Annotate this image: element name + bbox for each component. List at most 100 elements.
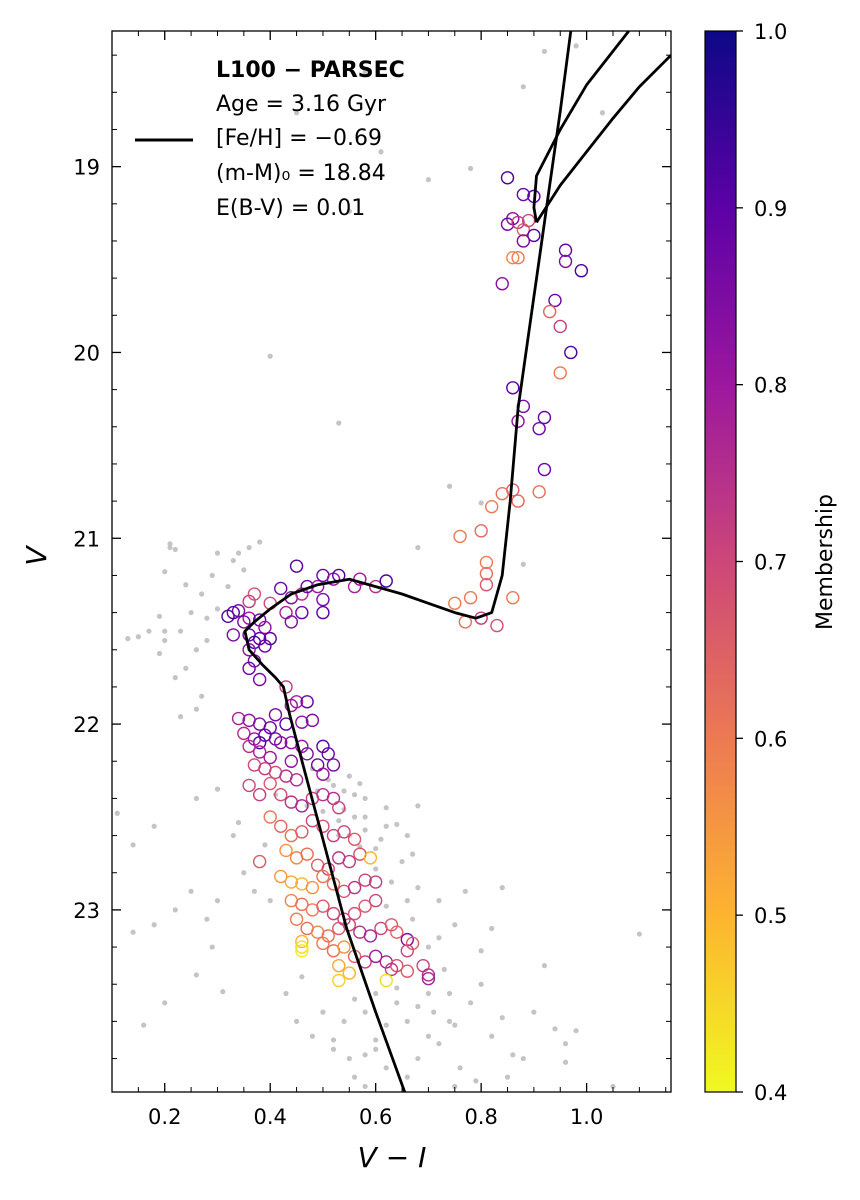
field-star (246, 544, 252, 551)
member-star (268, 708, 283, 722)
field-star (425, 990, 432, 997)
isochrone (243, 31, 671, 1092)
member-star (537, 462, 552, 477)
member-star (316, 592, 330, 607)
field-star (499, 1015, 505, 1021)
member-star (511, 494, 525, 508)
member-star (553, 366, 567, 380)
field-star (573, 1028, 579, 1034)
member-star (384, 962, 399, 977)
field-star (452, 1022, 458, 1028)
field-star (320, 808, 326, 815)
member-star (295, 799, 309, 813)
field-star (362, 69, 368, 75)
member-star (326, 758, 341, 772)
member-star (326, 906, 341, 921)
field-star (383, 903, 389, 909)
field-star (383, 1022, 389, 1028)
member-star (347, 880, 362, 895)
member-star (237, 726, 251, 741)
legend-line-distance: (m-M)₀ = 18.84 (216, 161, 386, 186)
field-star (552, 1026, 558, 1032)
member-star (558, 254, 573, 269)
isochrone-clump-branch (532, 31, 630, 223)
field-star (351, 996, 358, 1002)
member-star (226, 628, 240, 642)
field-star (441, 966, 447, 972)
member-star (511, 250, 525, 265)
field-star (151, 922, 157, 928)
member-star (263, 750, 277, 765)
field-star (489, 925, 495, 932)
field-star (293, 1018, 300, 1024)
field-star (193, 647, 199, 653)
field-star (114, 810, 120, 816)
field-star (520, 84, 526, 90)
isochrone-main-branch (243, 31, 573, 1092)
member-star (564, 345, 578, 360)
field-star (214, 550, 221, 556)
member-star (368, 875, 383, 889)
member-star (479, 555, 494, 570)
field-star (478, 981, 484, 987)
field-star (541, 48, 548, 55)
field-star (283, 990, 289, 997)
field-star (373, 1037, 379, 1043)
field-star (193, 706, 199, 712)
field-star (425, 944, 432, 950)
isochrone-agb-branch (535, 54, 671, 224)
member-star (516, 234, 531, 248)
field-star (341, 788, 347, 794)
member-star (543, 304, 557, 319)
x-tick-label: 0.8 (464, 1105, 497, 1129)
field-star (267, 353, 273, 359)
member-star (274, 735, 288, 750)
field-star (404, 898, 410, 904)
member-star (474, 524, 488, 538)
field-star (404, 1074, 410, 1080)
field-star (520, 561, 526, 567)
field-star (388, 879, 395, 885)
field-star (541, 963, 548, 969)
member-star (274, 581, 288, 596)
x-tick-label: 0.6 (359, 1105, 392, 1129)
member-star (527, 228, 541, 243)
field-star (225, 583, 231, 590)
field-star (425, 1033, 432, 1039)
field-star (304, 803, 310, 809)
legend-line-feh: [Fe/H] = −0.69 (216, 126, 382, 151)
field-star (156, 650, 163, 657)
field-star (188, 609, 194, 616)
field-star (162, 637, 168, 644)
field-star (230, 832, 236, 839)
field-star (130, 842, 136, 848)
member-star (479, 578, 494, 592)
colorbar-tick-label: 0.5 (754, 904, 787, 928)
field-star (610, 1083, 616, 1090)
field-star (504, 1074, 511, 1080)
colorbar-bar (704, 30, 737, 1093)
member-star (516, 187, 531, 202)
field-star (383, 1065, 389, 1071)
member-star (242, 661, 256, 676)
axis-ticks: 0.2 0.4 0.6 0.8 1.0 19 20 21 22 23 (73, 31, 671, 1129)
member-star (347, 906, 362, 921)
colorbar-tick-label: 0.9 (754, 197, 787, 221)
member-star (263, 810, 277, 824)
member-star (305, 713, 320, 728)
member-star (279, 843, 293, 858)
field-star (468, 1000, 474, 1006)
field-star (457, 1065, 463, 1071)
field-star (235, 550, 242, 556)
field-star (478, 500, 484, 506)
member-star (295, 605, 309, 620)
field-star (262, 842, 268, 848)
field-star (214, 898, 221, 904)
member-star (358, 873, 372, 887)
x-tick-label: 0.4 (254, 1105, 287, 1129)
member-star (342, 918, 357, 932)
member-star (289, 559, 304, 573)
member-star (284, 698, 299, 713)
field-star (351, 792, 358, 798)
colorbar: 0.4 0.5 0.6 0.7 0.8 0.9 1.0 Membership (704, 20, 838, 1105)
